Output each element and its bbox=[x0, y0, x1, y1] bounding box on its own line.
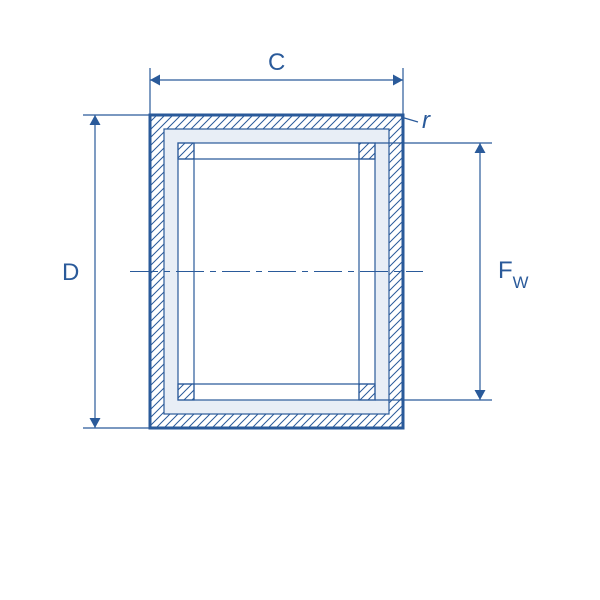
dim-label-c: C bbox=[268, 49, 285, 76]
bearing-cross-section-diagram: C D FW r bbox=[0, 0, 600, 600]
corner-block-2 bbox=[178, 384, 194, 400]
corner-block-0 bbox=[178, 143, 194, 159]
corner-block-3 bbox=[359, 384, 375, 400]
dim-label-d: D bbox=[62, 259, 79, 286]
label-r: r bbox=[422, 107, 431, 134]
corner-block-1 bbox=[359, 143, 375, 159]
dim-label-fw: FW bbox=[498, 257, 529, 292]
